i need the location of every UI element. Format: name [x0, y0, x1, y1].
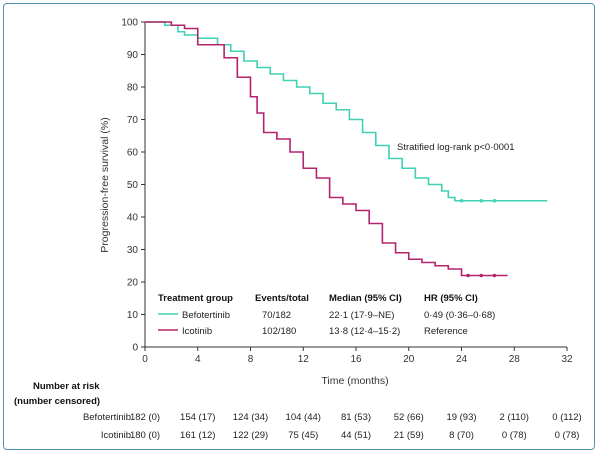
- figure-frame: [3, 3, 595, 450]
- x-tick-label: 12: [298, 354, 310, 365]
- risk-value-icotinib: 161 (12): [180, 430, 215, 441]
- risk-value-icotinib: 0 (78): [502, 430, 527, 441]
- x-tick-label: 32: [561, 354, 573, 365]
- risk-value-befotertinib: 124 (34): [233, 412, 268, 423]
- legend-hr-icotinib: Reference: [424, 326, 468, 337]
- y-tick-label: 50: [127, 180, 139, 191]
- risk-table: Number at risk (number censored) Befoter…: [14, 381, 582, 441]
- risk-value-befotertinib: 154 (17): [180, 412, 215, 423]
- risk-value-befotertinib: 19 (93): [446, 412, 476, 423]
- risk-value-icotinib: 75 (45): [288, 430, 318, 441]
- risk-table-title: Number at risk: [33, 381, 100, 392]
- legend-header-group: Treatment group: [158, 293, 233, 304]
- risk-value-befotertinib: 0 (112): [552, 412, 581, 423]
- legend-table: Treatment group Events/total Median (95%…: [158, 293, 495, 337]
- y-tick-label: 10: [127, 310, 139, 321]
- y-tick-label: 100: [121, 18, 138, 29]
- censor-mark-befotertinib: [459, 198, 464, 203]
- km-curve-icotinib: [145, 21, 508, 277]
- censor-mark-befotertinib: [492, 198, 497, 203]
- legend-header-hr: HR (95% CI): [424, 293, 478, 304]
- legend-header-median: Median (95% CI): [329, 293, 402, 304]
- risk-value-icotinib: 180 (0): [130, 430, 160, 441]
- legend-group-icotinib: Icotinib: [182, 326, 212, 337]
- logrank-annotation: Stratified log-rank p<0·0001: [397, 142, 515, 153]
- y-tick-label: 30: [127, 245, 139, 256]
- survival-curves: [145, 21, 548, 278]
- censor-mark-icotinib: [479, 273, 484, 278]
- risk-value-befotertinib: 2 (110): [500, 412, 529, 423]
- legend-header-events: Events/total: [255, 293, 309, 304]
- risk-row-name-icotinib: Icotinib: [101, 430, 131, 441]
- censor-mark-icotinib: [466, 273, 470, 278]
- x-tick-label: 16: [350, 354, 362, 365]
- y-axis-label: Progression-free survival (%): [99, 117, 111, 252]
- risk-values: 182 (0) 154 (17) 124 (34) 104 (44) 81 (53) 52…: [130, 412, 582, 441]
- legend-hr-befotertinib: 0·49 (0·36–0·68): [424, 310, 495, 321]
- y-tick-label: 20: [127, 278, 139, 289]
- x-tick-label: 20: [403, 354, 415, 365]
- risk-table-subtitle: (number censored): [14, 396, 100, 407]
- x-tick-label: 8: [248, 354, 254, 365]
- censor-mark-befotertinib: [479, 198, 484, 203]
- y-tick-label: 0: [132, 343, 138, 354]
- risk-value-icotinib: 44 (51): [341, 430, 371, 441]
- risk-value-icotinib: 122 (29): [233, 430, 268, 441]
- legend-group-befotertinib: Befotertinib: [182, 310, 230, 321]
- y-tick-label: 80: [127, 83, 139, 94]
- x-tick-label: 4: [195, 354, 201, 365]
- risk-value-befotertinib: 52 (66): [394, 412, 424, 423]
- legend-median-icotinib: 13·8 (12·4–15·2): [329, 326, 400, 337]
- legend-events-icotinib: 102/180: [262, 326, 296, 337]
- y-tick-label: 70: [127, 115, 139, 126]
- censor-mark-icotinib: [492, 273, 497, 278]
- risk-value-icotinib: 0 (78): [555, 430, 580, 441]
- x-tick-label: 24: [456, 354, 468, 365]
- risk-value-befotertinib: 182 (0): [130, 412, 160, 423]
- y-axis: 0 10 20 30 40 50 60 70 80 90 100: [121, 18, 146, 354]
- x-tick-label: 0: [142, 354, 148, 365]
- risk-value-icotinib: 21 (59): [394, 430, 424, 441]
- y-tick-label: 40: [127, 213, 139, 224]
- km-curve-befotertinib: [145, 21, 548, 202]
- x-tick-label: 28: [509, 354, 521, 365]
- legend-events-befotertinib: 70/182: [262, 310, 291, 321]
- risk-row-name-befotertinib: Befotertinib: [83, 412, 131, 423]
- x-axis-label: Time (months): [321, 375, 388, 387]
- risk-value-befotertinib: 104 (44): [286, 412, 321, 423]
- risk-value-icotinib: 8 (70): [449, 430, 474, 441]
- legend-median-befotertinib: 22·1 (17·9–NE): [329, 310, 394, 321]
- x-axis: 0 4 8 12 16 20 24 28 32: [142, 346, 573, 365]
- risk-value-befotertinib: 81 (53): [341, 412, 371, 423]
- y-tick-label: 60: [127, 148, 139, 159]
- y-tick-label: 90: [127, 50, 139, 61]
